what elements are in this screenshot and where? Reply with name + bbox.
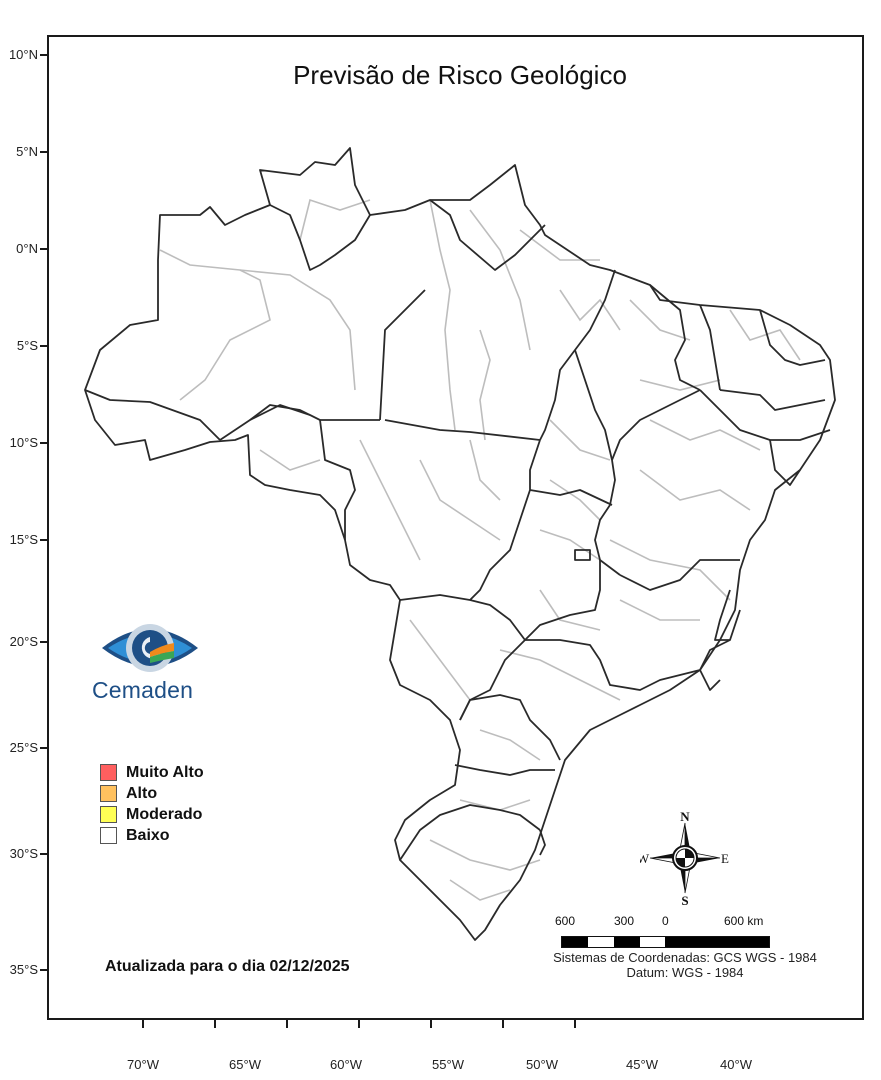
state-borders [84,147,836,941]
map-title: Previsão de Risco Geológico [293,60,627,90]
coordinate-system-text: Sistemas de Coordenadas: GCS WGS - 1984 [553,950,817,965]
legend-swatch-alto [100,785,117,802]
risk-legend: Muito Alto Alto Moderado Baixo [100,762,204,846]
lat-tick [40,442,47,444]
lon-label-45w: 45°W [626,1057,658,1072]
lat-label-0n: 0°N [16,241,38,256]
lon-label-60w: 60°W [330,1057,362,1072]
lat-label-30s: 30°S [9,846,38,861]
legend-item-muito-alto: Muito Alto [100,762,204,783]
scale-bar [561,936,770,948]
scale-label-300: 300 [614,914,635,928]
lat-tick [40,54,47,56]
scale-label-600-km: 600 km [724,914,764,928]
lon-label-65w: 65°W [229,1057,261,1072]
lon-label-70w: 70°W [127,1057,159,1072]
lat-tick [40,248,47,250]
lat-tick [40,151,47,153]
lat-label-25s: 25°S [9,740,38,755]
lat-label-10n: 10°N [8,47,38,62]
lon-tick [142,1020,144,1028]
cemaden-logo-text: Cemaden [92,677,194,703]
legend-item-alto: Alto [100,783,204,804]
lon-tick [502,1020,504,1028]
lon-tick [574,1020,576,1028]
map-frame [47,35,864,1020]
cemaden-logo-icon [102,624,198,672]
compass-rose-icon: N S W E [640,809,729,908]
lon-label-40w: 40°W [720,1057,752,1072]
legend-label: Alto [126,784,158,802]
lon-tick [214,1020,216,1028]
compass-n: N [680,809,690,824]
legend-label: Moderado [126,805,203,823]
lat-tick [40,641,47,643]
scale-label-0: 0 [662,914,669,928]
coordinate-system-note: Sistemas de Coordenadas: GCS WGS - 1984 … [520,950,850,980]
region-borders [159,198,801,901]
legend-item-moderado: Moderado [100,804,204,825]
lat-label-20s: 20°S [9,634,38,649]
lat-tick [40,969,47,971]
legend-label: Muito Alto [126,763,204,781]
lon-label-50w: 50°W [526,1057,558,1072]
legend-item-baixo: Baixo [100,825,204,846]
lon-label-55w: 55°W [432,1057,464,1072]
lat-tick [40,853,47,855]
compass-w: W [640,851,650,866]
lon-tick [358,1020,360,1028]
scale-label-600-left: 600 [555,914,576,928]
legend-swatch-baixo [100,827,117,844]
legend-label: Baixo [126,826,170,844]
lat-tick [40,539,47,541]
lat-label-10s: 10°S [9,435,38,450]
lat-tick [40,345,47,347]
legend-swatch-muito-alto [100,764,117,781]
updated-date-text: Atualizada para o dia 02/12/2025 [105,958,350,975]
lon-tick [286,1020,288,1028]
lat-label-5s: 5°S [16,338,38,353]
compass-e: E [721,851,729,866]
lat-label-15s: 15°S [9,532,38,547]
compass-s: S [681,893,688,908]
lat-label-5n: 5°N [16,144,38,159]
lon-tick [430,1020,432,1028]
datum-text: Datum: WGS - 1984 [626,965,744,980]
legend-swatch-moderado [100,806,117,823]
lat-label-35s: 35°S [9,962,38,977]
lat-tick [40,747,47,749]
